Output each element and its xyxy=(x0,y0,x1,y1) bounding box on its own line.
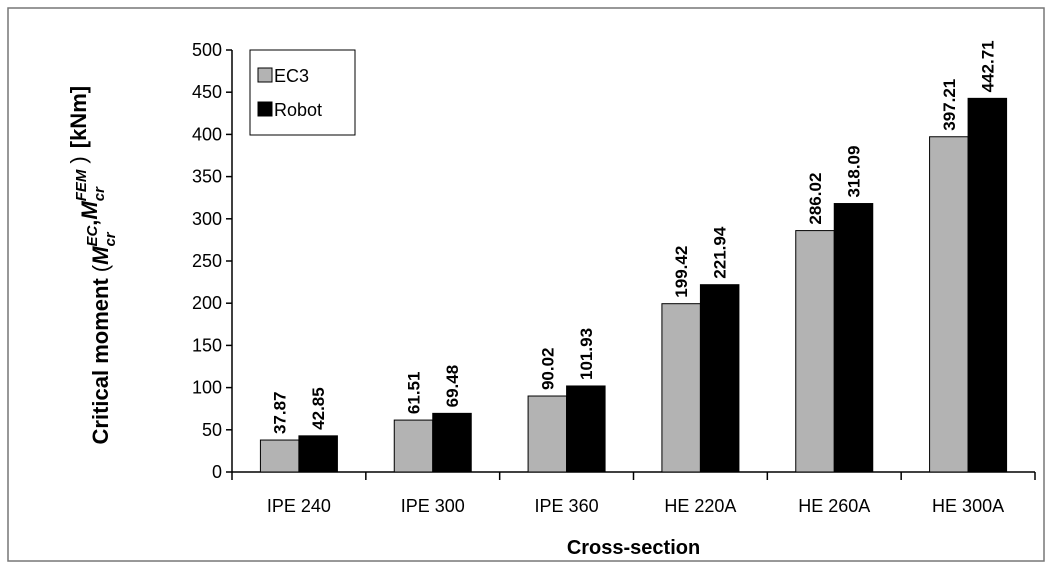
y-tick-label: 300 xyxy=(192,209,222,229)
y-title-unit: [kNm] xyxy=(66,86,91,148)
y-title-symbol: M xyxy=(88,246,113,265)
y-title-symbol: M xyxy=(77,201,102,220)
bar xyxy=(699,284,740,473)
x-tick-label: IPE 240 xyxy=(267,496,331,516)
value-label: 199.42 xyxy=(672,246,691,298)
y-title-sub: cr xyxy=(91,186,108,201)
legend-box xyxy=(249,49,356,136)
y-title-paren: ) xyxy=(66,156,91,163)
x-tick-label: IPE 360 xyxy=(535,496,599,516)
y-tick-label: 250 xyxy=(192,251,222,271)
value-label: 61.51 xyxy=(405,372,424,415)
value-label: 42.85 xyxy=(309,387,328,430)
y-title-text: Critical moment xyxy=(88,278,113,445)
bar xyxy=(566,385,606,473)
legend-label: EC3 xyxy=(274,66,309,86)
y-tick-label: 450 xyxy=(192,82,222,102)
x-tick-label: HE 260A xyxy=(798,496,870,516)
bar xyxy=(967,97,1008,473)
bar xyxy=(393,419,434,473)
bar xyxy=(929,136,969,473)
frame xyxy=(7,7,1045,562)
value-label: 37.87 xyxy=(271,391,290,434)
legend-swatch xyxy=(257,67,273,83)
bar xyxy=(432,412,472,473)
legend-swatch xyxy=(257,101,273,117)
y-title-sup: EC xyxy=(84,225,101,247)
y-title-sub: cr xyxy=(102,231,119,246)
bar xyxy=(795,230,835,473)
value-label: 90.02 xyxy=(538,347,557,390)
value-label: 397.21 xyxy=(940,79,959,131)
y-tick-label: 100 xyxy=(192,378,222,398)
x-tick-label: IPE 300 xyxy=(401,496,465,516)
x-tick-label: HE 220A xyxy=(664,496,736,516)
legend-label: Robot xyxy=(274,100,322,120)
value-label: 221.94 xyxy=(711,226,730,279)
y-title-sup: FEM xyxy=(73,169,90,201)
y-tick-label: 150 xyxy=(192,335,222,355)
y-title-sep: , xyxy=(77,220,102,226)
value-label: 318.09 xyxy=(845,146,864,198)
y-tick-label: 350 xyxy=(192,167,222,187)
bar xyxy=(527,395,568,473)
y-axis-title: Critical moment(McrEC,McrFEM)[kNm] xyxy=(66,86,119,445)
x-axis-title: Cross-section xyxy=(567,537,700,559)
value-label: 69.48 xyxy=(443,365,462,408)
bar xyxy=(259,439,300,473)
y-tick-label: 50 xyxy=(202,420,222,440)
y-title-paren: ( xyxy=(88,264,113,272)
y-tick-label: 0 xyxy=(212,462,222,482)
y-tick-label: 500 xyxy=(192,40,222,60)
bar xyxy=(298,435,338,473)
bar xyxy=(833,203,874,473)
value-label: 442.71 xyxy=(978,40,997,92)
x-tick-label: HE 300A xyxy=(932,496,1004,516)
y-tick-label: 200 xyxy=(192,293,222,313)
value-label: 286.02 xyxy=(806,173,825,225)
y-tick-label: 400 xyxy=(192,124,222,144)
value-label: 101.93 xyxy=(577,328,596,380)
bar xyxy=(661,303,701,473)
